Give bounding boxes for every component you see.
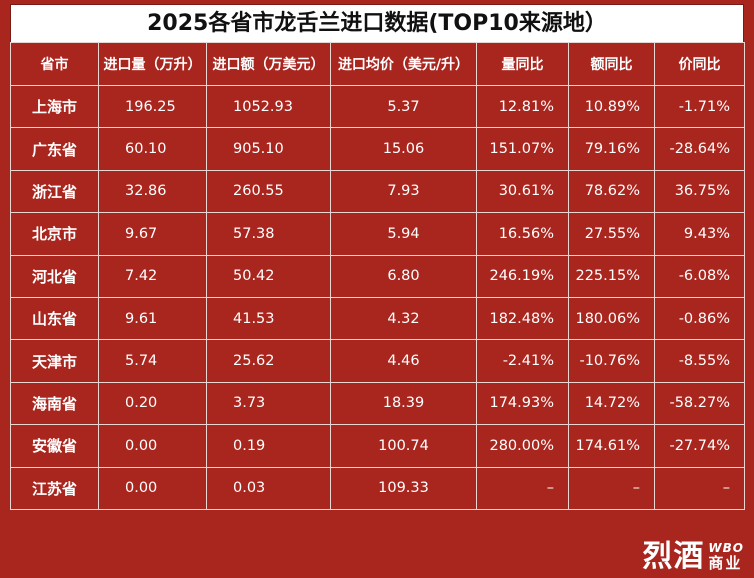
table-row: 山东省 9.61 41.53 4.32 182.48% 180.06% -0.86% (10, 296, 745, 341)
value-cell: 9.61 (98, 296, 207, 341)
table-row: 海南省 0.20 3.73 18.39 174.93% 14.72% -58.27% (10, 381, 745, 426)
value-cell: 41.53 (206, 296, 331, 341)
province-cell: 安徽省 (10, 424, 99, 468)
value-cell: – (476, 466, 569, 510)
province-cell: 上海市 (10, 84, 99, 129)
value-cell: 260.55 (206, 169, 331, 214)
watermark-brand: 烈酒 (642, 539, 705, 574)
table-row: 浙江省 32.86 260.55 7.93 30.61% 78.62% 36.75% (10, 169, 745, 214)
value-cell: 78.62% (568, 169, 655, 214)
watermark-logo: 烈酒 WBO 商业 (642, 542, 744, 572)
value-cell: 0.19 (206, 424, 331, 468)
table-row: 北京市 9.67 57.38 5.94 16.56% 27.55% 9.43% (10, 212, 745, 256)
value-cell: 174.61% (568, 424, 655, 468)
value-cell: 5.94 (330, 212, 477, 256)
value-cell: – (568, 466, 655, 510)
value-cell: 9.67 (98, 212, 207, 256)
value-cell: 16.56% (476, 212, 569, 256)
value-cell: 10.89% (568, 84, 655, 129)
value-cell: 12.81% (476, 84, 569, 129)
value-cell: 0.20 (98, 381, 207, 426)
value-cell: 7.42 (98, 254, 207, 298)
table-frame: 2025各省市龙舌兰进口数据(TOP10来源地） 省市 进口量（万升） 进口额（… (10, 4, 745, 510)
watermark-brand-en: WBO (708, 541, 744, 555)
province-cell: 河北省 (10, 254, 99, 298)
table-title: 2025各省市龙舌兰进口数据(TOP10来源地） (10, 4, 744, 42)
value-cell: 32.86 (98, 169, 207, 214)
column-header: 进口均价（美元/升） (330, 42, 477, 86)
province-cell: 浙江省 (10, 169, 99, 214)
value-cell: 196.25 (98, 84, 207, 129)
province-cell: 天津市 (10, 339, 99, 383)
data-table: 省市 进口量（万升） 进口额（万美元） 进口均价（美元/升） 量同比 额同比 价… (10, 42, 745, 510)
table-body: 上海市 196.25 1052.93 5.37 12.81% 10.89% -1.71% 广东… (10, 84, 745, 510)
column-header: 省市 (10, 42, 99, 86)
table-row: 安徽省 0.00 0.19 100.74 280.00% 174.61% -27.74% (10, 424, 745, 468)
value-cell: 5.74 (98, 339, 207, 383)
table-row: 上海市 196.25 1052.93 5.37 12.81% 10.89% -1.71% (10, 84, 745, 129)
province-cell: 山东省 (10, 296, 99, 341)
value-cell: 182.48% (476, 296, 569, 341)
province-cell: 海南省 (10, 381, 99, 426)
value-cell: 18.39 (330, 381, 477, 426)
value-cell: 27.55% (568, 212, 655, 256)
value-cell: -0.86% (654, 296, 745, 341)
value-cell: 7.93 (330, 169, 477, 214)
value-cell: 246.19% (476, 254, 569, 298)
province-cell: 广东省 (10, 127, 99, 171)
value-cell: 6.80 (330, 254, 477, 298)
value-cell: 9.43% (654, 212, 745, 256)
value-cell: 225.15% (568, 254, 655, 298)
value-cell: -58.27% (654, 381, 745, 426)
value-cell: 5.37 (330, 84, 477, 129)
value-cell: -10.76% (568, 339, 655, 383)
table-row: 江苏省 0.00 0.03 109.33– – – (10, 466, 745, 510)
column-header: 价同比 (654, 42, 745, 86)
value-cell: 180.06% (568, 296, 655, 341)
value-cell: 0.00 (98, 424, 207, 468)
value-cell: 25.62 (206, 339, 331, 383)
value-cell: -27.74% (654, 424, 745, 468)
value-cell: 3.73 (206, 381, 331, 426)
value-cell: 100.74 (330, 424, 477, 468)
value-cell: 0.00 (98, 466, 207, 510)
value-cell: 4.46 (330, 339, 477, 383)
value-cell: 60.10 (98, 127, 207, 171)
value-cell: 79.16% (568, 127, 655, 171)
value-cell: – (654, 466, 745, 510)
value-cell: -8.55% (654, 339, 745, 383)
value-cell: 1052.93 (206, 84, 331, 129)
value-cell: 4.32 (330, 296, 477, 341)
value-cell: 30.61% (476, 169, 569, 214)
header-row: 省市 进口量（万升） 进口额（万美元） 进口均价（美元/升） 量同比 额同比 价… (10, 42, 745, 86)
province-cell: 江苏省 (10, 466, 99, 510)
value-cell: -1.71% (654, 84, 745, 129)
value-cell: 174.93% (476, 381, 569, 426)
value-cell: -2.41% (476, 339, 569, 383)
table-row: 广东省 60.10 905.10 15.06 151.07% 79.16% -28.64% (10, 127, 745, 171)
value-cell: 57.38 (206, 212, 331, 256)
value-cell: 905.10 (206, 127, 331, 171)
watermark-brand-sub: 商业 (708, 554, 743, 572)
value-cell: -28.64% (654, 127, 745, 171)
value-cell: 0.03 (206, 466, 331, 510)
value-cell: -6.08% (654, 254, 745, 298)
column-header: 额同比 (568, 42, 655, 86)
value-cell: 151.07% (476, 127, 569, 171)
value-cell: 36.75% (654, 169, 745, 214)
value-cell: 15.06 (330, 127, 477, 171)
column-header: 量同比 (476, 42, 569, 86)
table-row: 河北省 7.42 50.42 6.80 246.19% 225.15% -6.08% (10, 254, 745, 298)
column-header: 进口量（万升） (98, 42, 207, 86)
value-cell: 280.00% (476, 424, 569, 468)
value-cell: 14.72% (568, 381, 655, 426)
column-header: 进口额（万美元） (206, 42, 331, 86)
table-row: 天津市 5.74 25.62 4.46 -2.41% -10.76% -8.55% (10, 339, 745, 383)
province-cell: 北京市 (10, 212, 99, 256)
value-cell: 50.42 (206, 254, 331, 298)
value-cell: 109.33 (330, 466, 477, 510)
